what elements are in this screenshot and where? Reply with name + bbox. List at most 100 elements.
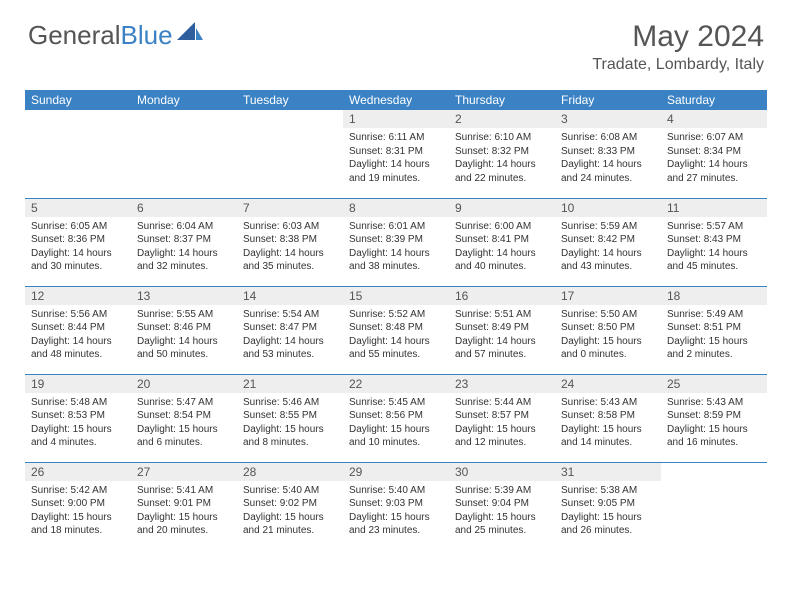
daylight-line: Daylight: 15 hours and 18 minutes.: [31, 511, 125, 538]
calendar-cell: 16Sunrise: 5:51 AMSunset: 8:49 PMDayligh…: [449, 286, 555, 374]
daylight-line: Daylight: 15 hours and 20 minutes.: [137, 511, 231, 538]
calendar-cell: [237, 110, 343, 198]
daylight-line: Daylight: 15 hours and 2 minutes.: [667, 335, 761, 362]
sunrise-line: Sunrise: 5:46 AM: [243, 396, 337, 410]
day-number: 23: [449, 375, 555, 393]
daylight-line: Daylight: 14 hours and 27 minutes.: [667, 158, 761, 185]
day-number: 7: [237, 199, 343, 217]
sunset-line: Sunset: 8:59 PM: [667, 409, 761, 423]
calendar-cell: 8Sunrise: 6:01 AMSunset: 8:39 PMDaylight…: [343, 198, 449, 286]
calendar-cell: 2Sunrise: 6:10 AMSunset: 8:32 PMDaylight…: [449, 110, 555, 198]
day-content: Sunrise: 6:00 AMSunset: 8:41 PMDaylight:…: [449, 217, 555, 278]
day-content: Sunrise: 6:08 AMSunset: 8:33 PMDaylight:…: [555, 128, 661, 189]
sunrise-line: Sunrise: 6:10 AM: [455, 131, 549, 145]
day-content: Sunrise: 6:04 AMSunset: 8:37 PMDaylight:…: [131, 217, 237, 278]
sunrise-line: Sunrise: 5:54 AM: [243, 308, 337, 322]
calendar-cell: 31Sunrise: 5:38 AMSunset: 9:05 PMDayligh…: [555, 462, 661, 550]
sunrise-line: Sunrise: 5:48 AM: [31, 396, 125, 410]
sunrise-line: Sunrise: 6:03 AM: [243, 220, 337, 234]
calendar-cell: 12Sunrise: 5:56 AMSunset: 8:44 PMDayligh…: [25, 286, 131, 374]
logo-text: GeneralBlue: [28, 20, 173, 51]
day-number: 28: [237, 463, 343, 481]
calendar-cell: 17Sunrise: 5:50 AMSunset: 8:50 PMDayligh…: [555, 286, 661, 374]
day-content: Sunrise: 5:44 AMSunset: 8:57 PMDaylight:…: [449, 393, 555, 454]
calendar-cell: 10Sunrise: 5:59 AMSunset: 8:42 PMDayligh…: [555, 198, 661, 286]
daylight-line: Daylight: 14 hours and 19 minutes.: [349, 158, 443, 185]
day-content: Sunrise: 5:38 AMSunset: 9:05 PMDaylight:…: [555, 481, 661, 542]
daylight-line: Daylight: 14 hours and 24 minutes.: [561, 158, 655, 185]
day-number: 22: [343, 375, 449, 393]
daylight-line: Daylight: 15 hours and 21 minutes.: [243, 511, 337, 538]
day-content: Sunrise: 5:52 AMSunset: 8:48 PMDaylight:…: [343, 305, 449, 366]
day-content: Sunrise: 5:43 AMSunset: 8:58 PMDaylight:…: [555, 393, 661, 454]
daylight-line: Daylight: 14 hours and 50 minutes.: [137, 335, 231, 362]
day-number: 30: [449, 463, 555, 481]
weekday-header: Thursday: [449, 90, 555, 110]
daylight-line: Daylight: 15 hours and 26 minutes.: [561, 511, 655, 538]
day-number: 27: [131, 463, 237, 481]
calendar-cell: 22Sunrise: 5:45 AMSunset: 8:56 PMDayligh…: [343, 374, 449, 462]
weekday-header: Saturday: [661, 90, 767, 110]
sunset-line: Sunset: 9:04 PM: [455, 497, 549, 511]
sunrise-line: Sunrise: 5:56 AM: [31, 308, 125, 322]
calendar-cell: 27Sunrise: 5:41 AMSunset: 9:01 PMDayligh…: [131, 462, 237, 550]
day-number: 16: [449, 287, 555, 305]
calendar-cell: 29Sunrise: 5:40 AMSunset: 9:03 PMDayligh…: [343, 462, 449, 550]
sunrise-line: Sunrise: 5:43 AM: [561, 396, 655, 410]
calendar-row: 12Sunrise: 5:56 AMSunset: 8:44 PMDayligh…: [25, 286, 767, 374]
sunrise-line: Sunrise: 5:41 AM: [137, 484, 231, 498]
day-number: 1: [343, 110, 449, 128]
sunrise-line: Sunrise: 6:07 AM: [667, 131, 761, 145]
sunset-line: Sunset: 8:41 PM: [455, 233, 549, 247]
daylight-line: Daylight: 15 hours and 16 minutes.: [667, 423, 761, 450]
sunset-line: Sunset: 8:57 PM: [455, 409, 549, 423]
sunset-line: Sunset: 8:53 PM: [31, 409, 125, 423]
sunset-line: Sunset: 8:51 PM: [667, 321, 761, 335]
daylight-line: Daylight: 14 hours and 43 minutes.: [561, 247, 655, 274]
calendar-cell: 1Sunrise: 6:11 AMSunset: 8:31 PMDaylight…: [343, 110, 449, 198]
daylight-line: Daylight: 14 hours and 40 minutes.: [455, 247, 549, 274]
daylight-line: Daylight: 15 hours and 4 minutes.: [31, 423, 125, 450]
daylight-line: Daylight: 14 hours and 57 minutes.: [455, 335, 549, 362]
sunrise-line: Sunrise: 5:51 AM: [455, 308, 549, 322]
calendar-cell: 11Sunrise: 5:57 AMSunset: 8:43 PMDayligh…: [661, 198, 767, 286]
calendar-cell: [131, 110, 237, 198]
day-content: Sunrise: 5:59 AMSunset: 8:42 PMDaylight:…: [555, 217, 661, 278]
day-number: 14: [237, 287, 343, 305]
sunrise-line: Sunrise: 5:40 AM: [243, 484, 337, 498]
calendar-cell: 23Sunrise: 5:44 AMSunset: 8:57 PMDayligh…: [449, 374, 555, 462]
day-content: Sunrise: 6:03 AMSunset: 8:38 PMDaylight:…: [237, 217, 343, 278]
logo: GeneralBlue: [28, 20, 203, 51]
day-number: 24: [555, 375, 661, 393]
header: GeneralBlue May 2024 Tradate, Lombardy, …: [0, 0, 792, 82]
calendar-cell: [661, 462, 767, 550]
sunset-line: Sunset: 8:58 PM: [561, 409, 655, 423]
logo-word1: General: [28, 20, 121, 50]
location: Tradate, Lombardy, Italy: [592, 56, 764, 74]
calendar-cell: 18Sunrise: 5:49 AMSunset: 8:51 PMDayligh…: [661, 286, 767, 374]
sunrise-line: Sunrise: 6:05 AM: [31, 220, 125, 234]
day-number: 8: [343, 199, 449, 217]
daylight-line: Daylight: 15 hours and 6 minutes.: [137, 423, 231, 450]
weekday-header: Tuesday: [237, 90, 343, 110]
calendar-cell: 7Sunrise: 6:03 AMSunset: 8:38 PMDaylight…: [237, 198, 343, 286]
sunset-line: Sunset: 8:32 PM: [455, 145, 549, 159]
day-content: Sunrise: 5:54 AMSunset: 8:47 PMDaylight:…: [237, 305, 343, 366]
day-number: 9: [449, 199, 555, 217]
day-content: Sunrise: 5:42 AMSunset: 9:00 PMDaylight:…: [25, 481, 131, 542]
day-content: Sunrise: 6:11 AMSunset: 8:31 PMDaylight:…: [343, 128, 449, 189]
weekday-header: Monday: [131, 90, 237, 110]
sunset-line: Sunset: 8:47 PM: [243, 321, 337, 335]
day-content: Sunrise: 6:05 AMSunset: 8:36 PMDaylight:…: [25, 217, 131, 278]
sunrise-line: Sunrise: 5:38 AM: [561, 484, 655, 498]
daylight-line: Daylight: 15 hours and 14 minutes.: [561, 423, 655, 450]
day-content: Sunrise: 5:56 AMSunset: 8:44 PMDaylight:…: [25, 305, 131, 366]
sunset-line: Sunset: 9:00 PM: [31, 497, 125, 511]
sunset-line: Sunset: 8:38 PM: [243, 233, 337, 247]
sunrise-line: Sunrise: 5:50 AM: [561, 308, 655, 322]
daylight-line: Daylight: 14 hours and 32 minutes.: [137, 247, 231, 274]
daylight-line: Daylight: 15 hours and 0 minutes.: [561, 335, 655, 362]
sunrise-line: Sunrise: 5:59 AM: [561, 220, 655, 234]
sunrise-line: Sunrise: 6:04 AM: [137, 220, 231, 234]
daylight-line: Daylight: 15 hours and 23 minutes.: [349, 511, 443, 538]
